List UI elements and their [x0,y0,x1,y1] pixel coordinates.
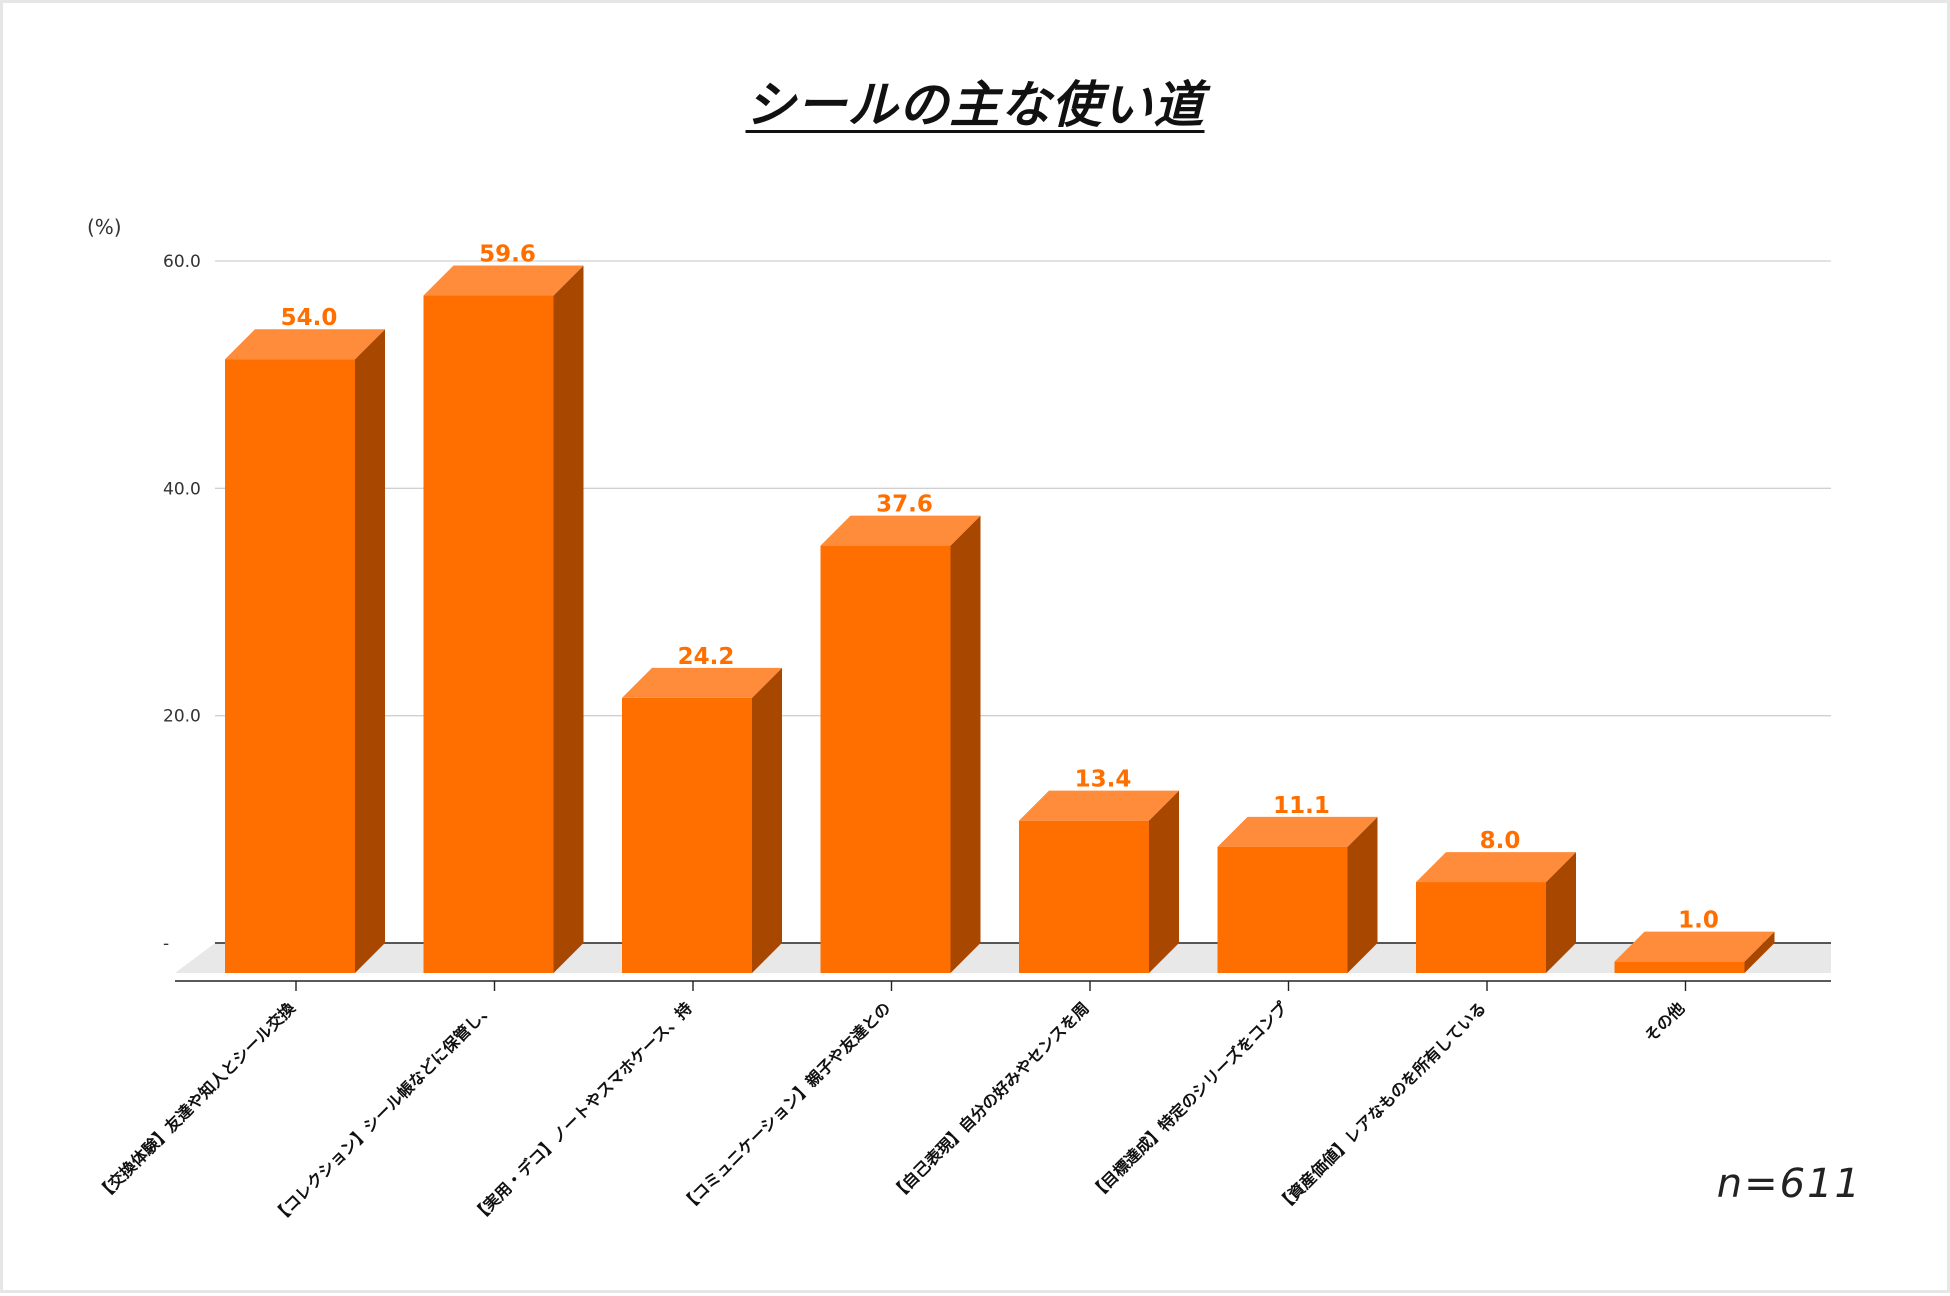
y-tick-label: 20.0 [163,707,201,727]
bar-side [1546,852,1576,973]
y-tick-label: - [163,934,169,954]
bar [225,359,355,973]
data-label: 1.0 [1678,908,1719,934]
bar-side [1744,931,1775,973]
bar-top [820,515,981,546]
bar-top [225,329,385,360]
data-label: 54.0 [281,305,338,331]
y-tick-label: 60.0 [163,252,201,272]
y-tick-label: 40.0 [163,479,201,499]
bar [1019,820,1149,973]
bar [1217,846,1348,973]
bar-top [622,667,782,698]
bar [820,545,951,973]
data-label: 11.1 [1273,793,1330,819]
x-tick-label: 【コミュニケーション】親子や友達との [678,998,895,1215]
x-tick-label: 【実用・デコ】ノートやスマホケース、持 [468,998,696,1226]
bar-chart: 60.0 40.0 20.0 - 54.0 【交換体験】友達や知人とシール交換 59.6 【コ… [93,242,1831,1227]
chart-floor [175,943,1831,973]
x-tick-label: 【コレクション】シール帳などに保管し、 [269,998,497,1226]
x-tick-label: 【自己表現】自分の好みやセンスを周 [887,998,1093,1204]
bar-top [1217,816,1378,847]
x-tick-label: 【交換体験】友達や知人とシール交換 [93,998,299,1204]
sample-size-annotation: n=611 [1716,1161,1862,1207]
bar-side [553,265,584,974]
bar-side [355,329,385,973]
x-tick-label: その他 [1641,998,1688,1045]
bar-side [752,667,782,973]
bar-top [423,265,584,296]
bar [423,295,554,974]
bar-side [1347,816,1378,973]
bar-top [1614,931,1775,962]
bar [622,697,752,973]
bar [1416,882,1546,973]
data-label: 13.4 [1075,767,1132,793]
bar-top [1416,852,1576,883]
data-label: 59.6 [479,242,536,268]
data-label: 24.2 [678,644,735,670]
data-label: 8.0 [1480,828,1521,854]
bar-side [950,515,981,973]
y-axis-unit-label: (%) [87,215,122,239]
x-tick-label: 【資産価値】レアなものを所有している [1273,998,1490,1215]
x-tick-label: 【目標達成】特定のシリーズをコンプ [1086,998,1292,1204]
bar-side [1149,790,1179,973]
bar [1614,961,1745,973]
data-label: 37.6 [876,492,933,518]
bar-top [1019,790,1179,821]
chart-title: シールの主な使い道 [745,76,1205,134]
